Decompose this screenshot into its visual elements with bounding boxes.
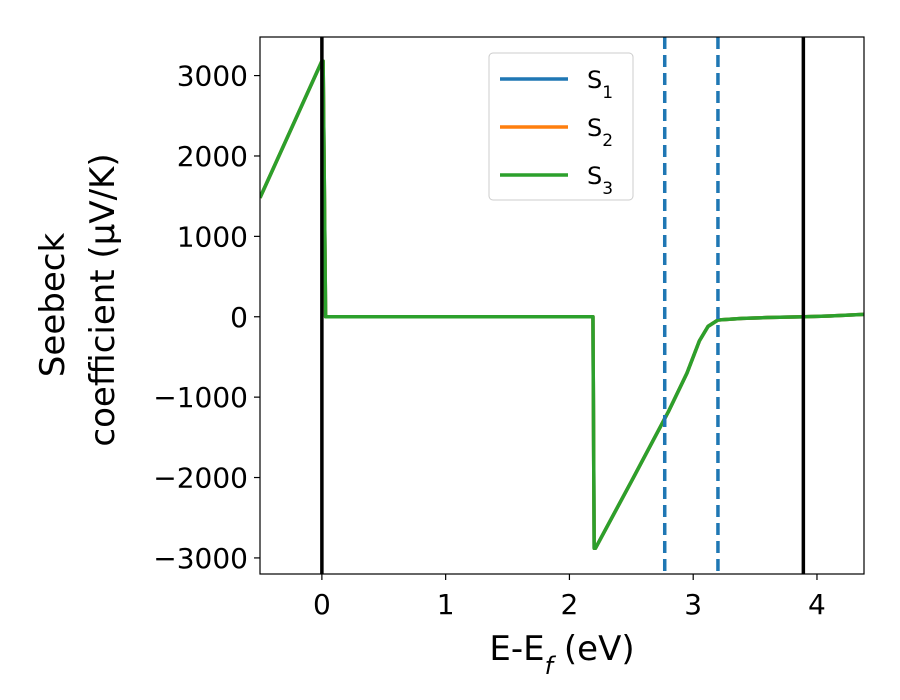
axes-ticks: 0 1 2 3 4 3000 2000 1000 0 −1000 −2000 −3000: [153, 60, 826, 621]
y-tick-label-0: 3000: [177, 60, 248, 93]
y-axis-label-line2: coefficient (μV/K): [83, 153, 123, 446]
x-tick-label-2: 2: [561, 588, 579, 621]
x-tick-label-4: 4: [808, 588, 826, 621]
legend-label-1: S1: [587, 66, 613, 103]
y-tick-label-4: −1000: [153, 381, 248, 414]
x-tick-label-0: 0: [313, 588, 331, 621]
series-line-3: [260, 59, 864, 551]
x-tick-label-3: 3: [684, 588, 702, 621]
y-axis-label-line1: Seebeck: [33, 233, 73, 378]
plot-area: [260, 37, 864, 574]
y-tick-label-5: −2000: [153, 462, 248, 495]
legend: S1 S2 S3: [488, 52, 634, 201]
y-tick-label-6: −3000: [153, 542, 248, 575]
y-tick-label-1: 2000: [177, 140, 248, 173]
plot-frame: [259, 36, 865, 575]
x-tick-label-1: 1: [437, 588, 455, 621]
legend-label-2: S2: [587, 114, 613, 151]
x-axis-label: E-Ef (eV): [489, 629, 634, 680]
legend-label-3: S3: [587, 162, 613, 199]
y-tick-label-3: 0: [230, 301, 248, 334]
y-tick-label-2: 1000: [177, 220, 248, 253]
